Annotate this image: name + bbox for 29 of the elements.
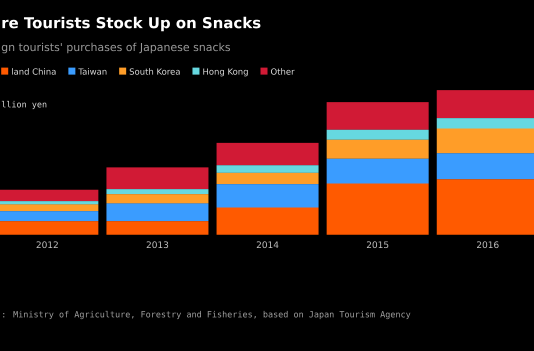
legend-label: Hong Kong — [203, 68, 248, 76]
x-tick-label: 2014 — [256, 241, 278, 248]
bar — [326, 183, 429, 235]
chart-subtitle: gn tourists' purchases of Japanese snacks — [2, 42, 230, 54]
bar — [216, 184, 319, 208]
legend-label: Other — [270, 68, 295, 75]
bar — [216, 207, 319, 235]
x-tick-label: 2016 — [477, 241, 499, 248]
y-axis-title: llion yen — [2, 100, 46, 110]
bar — [216, 172, 319, 184]
bar — [326, 158, 429, 184]
legend-label: South Korea — [130, 68, 180, 75]
bar — [106, 203, 208, 222]
bar — [216, 165, 319, 173]
x-tick-label: 2012 — [36, 241, 58, 248]
bar — [106, 221, 208, 235]
bar — [326, 130, 429, 140]
text: : Ministry of Agriculture, Forestry and Fisheries, based on Japan Tourism Agency — [3, 310, 410, 320]
x-tick-label: 2015 — [366, 241, 388, 248]
bar — [216, 142, 319, 166]
chart-title: re Tourists Stock Up on Snacks — [2, 16, 260, 32]
bar — [106, 167, 208, 190]
bar — [326, 140, 429, 159]
bar — [106, 194, 208, 204]
legend-label: Taiwan — [78, 68, 106, 75]
legend-label: land China — [12, 68, 56, 75]
x-tick-label: 2013 — [146, 241, 168, 248]
bar — [326, 102, 429, 130]
bar — [106, 189, 208, 194]
